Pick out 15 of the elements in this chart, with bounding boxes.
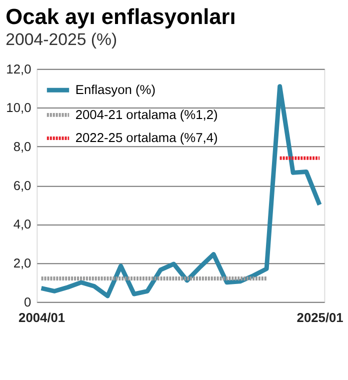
y-tick-label: 4,0: [13, 216, 32, 232]
chart-subtitle: 2004-2025 (%): [6, 30, 118, 50]
y-tick-label: 6,0: [13, 178, 32, 193]
legend-label: 2022-25 ortalama (%7,4): [75, 130, 218, 146]
x-tick-label: 2025/01: [296, 310, 344, 326]
legend-label: Enflasyon (%): [75, 82, 156, 98]
y-tick-label: 8,0: [13, 138, 32, 154]
y-tick-label: 12,0: [6, 61, 32, 76]
y-tick-label: 0: [24, 294, 32, 310]
line-series: [39, 84, 322, 298]
y-tick-label: 10,0: [6, 100, 32, 116]
y-tick-label: 2,0: [13, 255, 32, 270]
legend-label: 2004-21 ortalama (%1,2): [75, 106, 218, 122]
x-tick-label: 2004/01: [18, 310, 66, 326]
chart-title: Ocak ayı enflasyonları: [6, 4, 236, 30]
